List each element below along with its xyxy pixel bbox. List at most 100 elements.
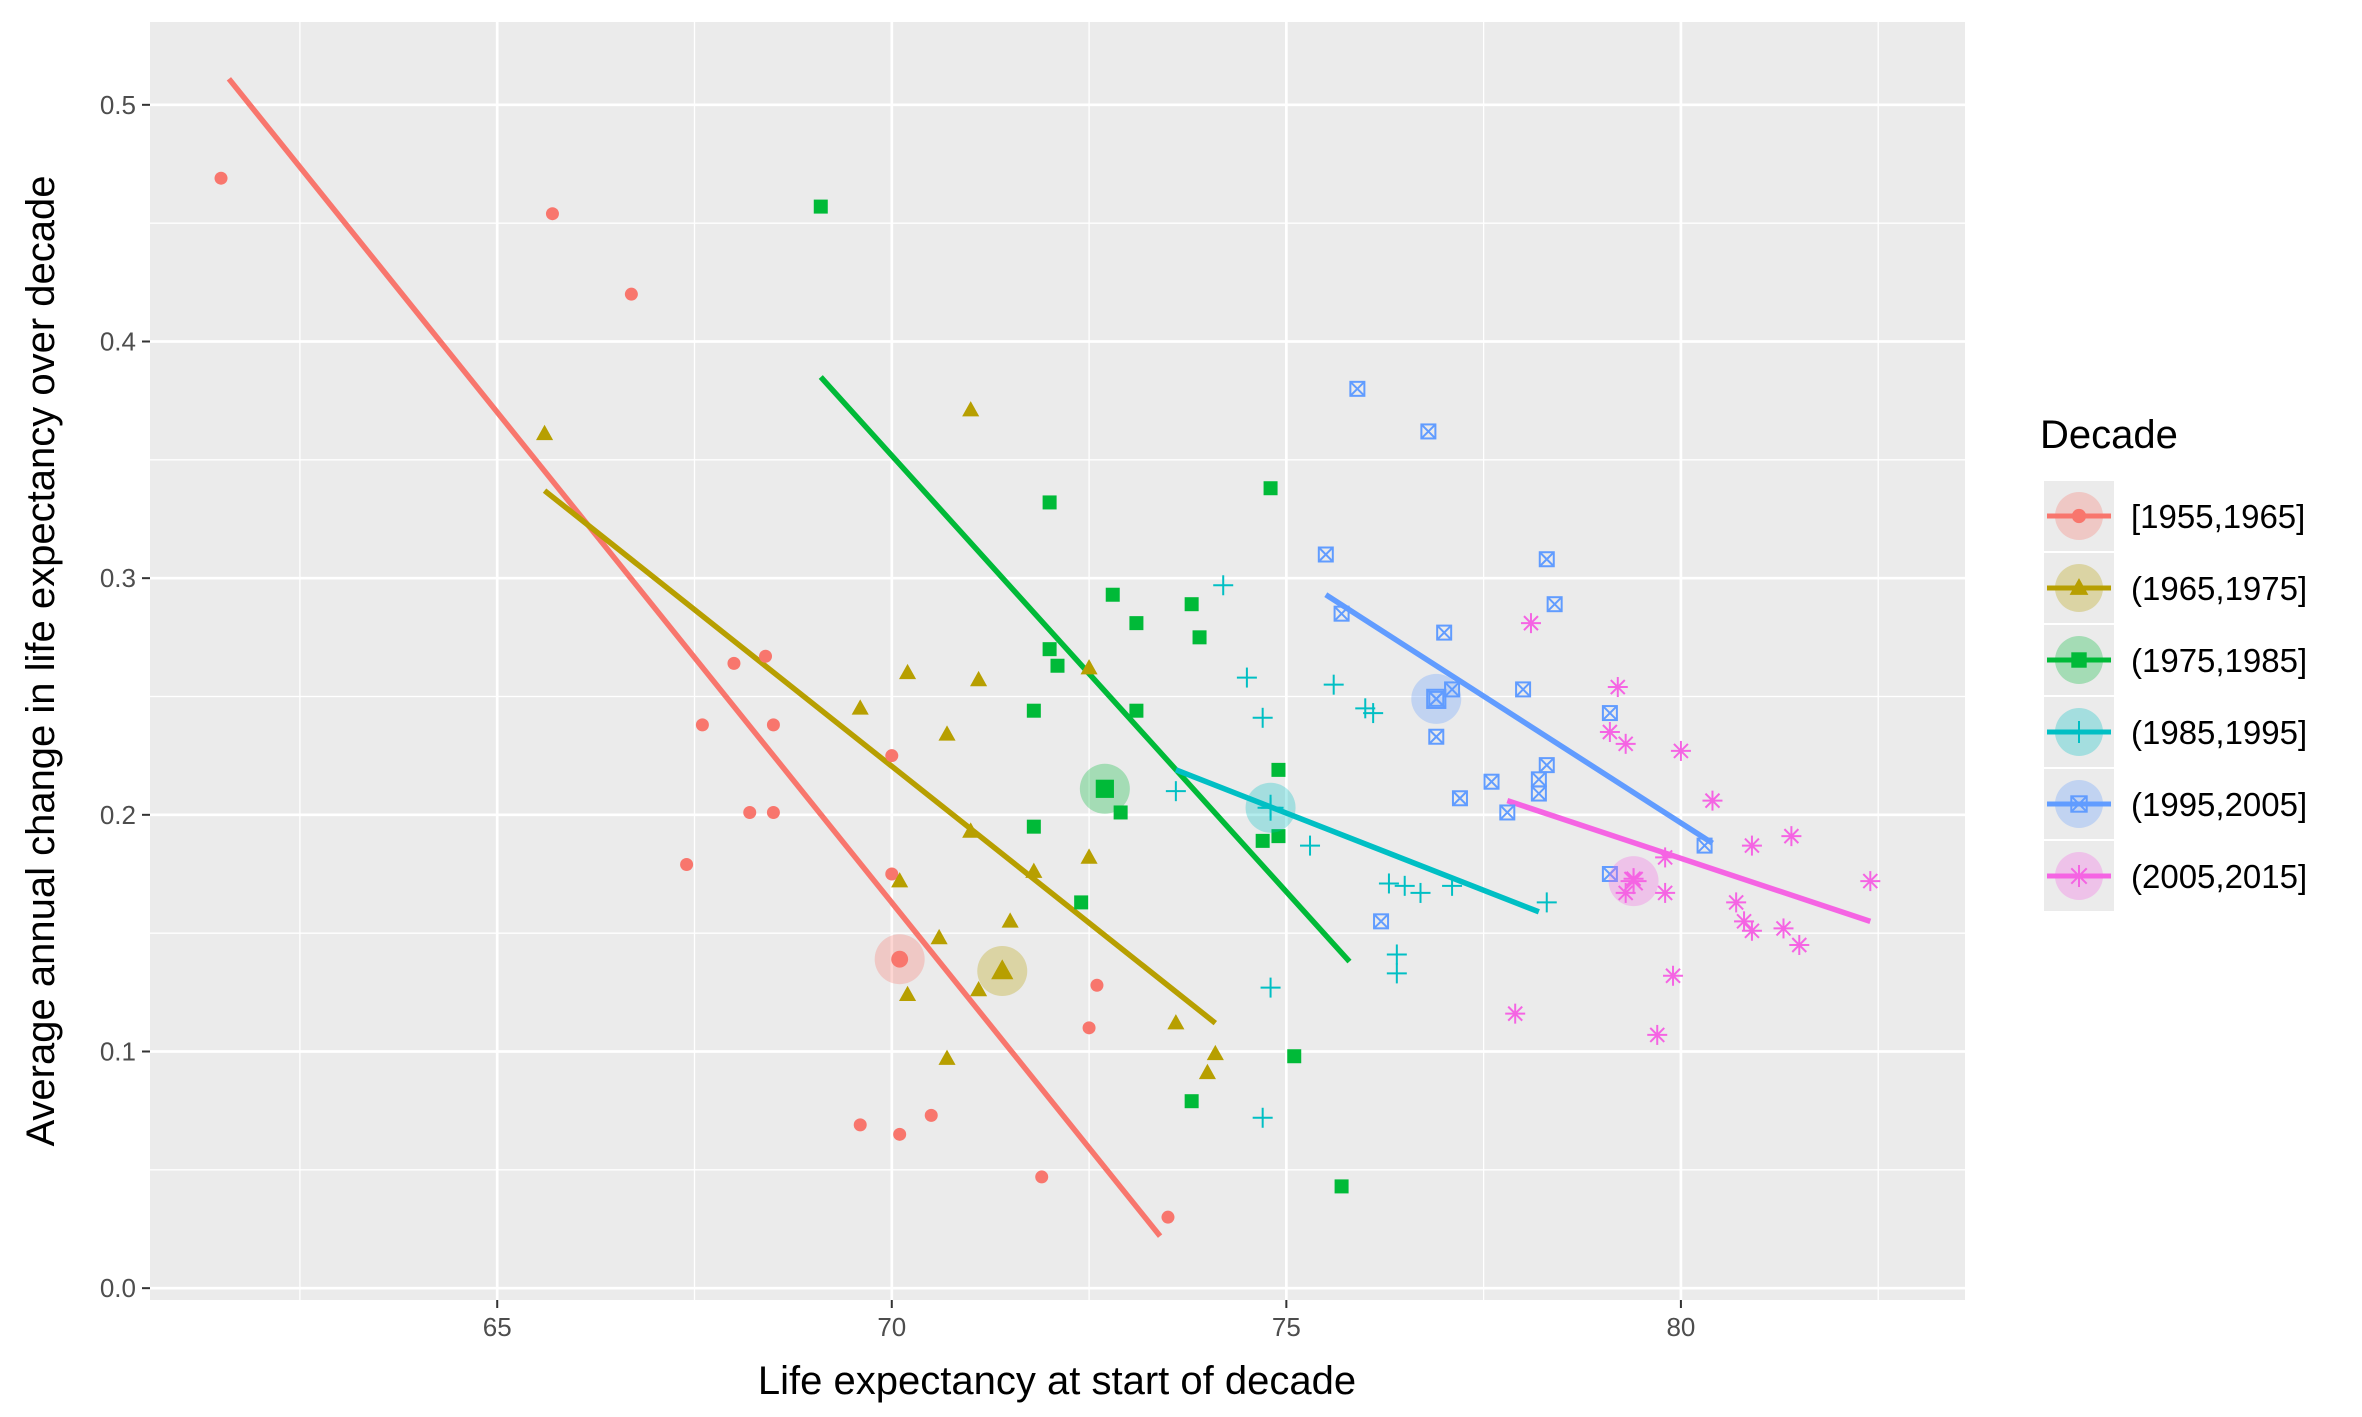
data-point [938, 1049, 956, 1065]
data-point [1349, 380, 1366, 397]
data-point [1074, 895, 1089, 910]
legend-item-3: (1985,1995] [2042, 695, 2307, 769]
data-point [1615, 733, 1636, 754]
data-point [962, 822, 980, 838]
data-point [1599, 722, 1620, 742]
data-point [1520, 613, 1541, 634]
mean-point [991, 959, 1014, 980]
data-point [1373, 913, 1390, 930]
legend-key-marker [2071, 508, 2087, 524]
data-point [766, 718, 780, 732]
y-tick-label: 0.1 [100, 1037, 136, 1067]
data-point [1670, 740, 1691, 761]
mean-marker-5 [1608, 856, 1659, 907]
data-point [1536, 892, 1557, 913]
data-point [1741, 835, 1762, 856]
legend-label: (1985,1995] [2131, 714, 2307, 751]
data-point [1042, 642, 1057, 657]
data-point [1113, 805, 1128, 820]
fit-line-3 [1174, 767, 1540, 915]
data-point [1184, 1094, 1199, 1109]
data-point [1647, 1024, 1668, 1045]
legend-key-marker [2068, 865, 2090, 887]
data-point [1080, 848, 1098, 864]
legend-key-marker [2070, 795, 2088, 813]
data-point [1483, 773, 1500, 790]
data-point [970, 670, 988, 687]
data-point [545, 207, 559, 221]
y-tick-label: 0.3 [100, 563, 136, 593]
data-point [924, 1108, 938, 1122]
fit-line-5 [1506, 798, 1872, 924]
data-point [1860, 871, 1881, 892]
legend-label: (2005,2015] [2131, 858, 2307, 895]
mean-point [1620, 868, 1647, 895]
data-point [1420, 423, 1437, 440]
data-point [1410, 882, 1431, 903]
data-point [1323, 674, 1344, 695]
data-point [1505, 1003, 1526, 1024]
data-point [1260, 977, 1281, 998]
mean-markers [874, 673, 1659, 997]
data-point [536, 424, 554, 441]
x-tick-label: 80 [1666, 1312, 1695, 1342]
data-point [1252, 1107, 1273, 1128]
data-point [1386, 944, 1407, 965]
data-point [1042, 495, 1057, 510]
data-point [1263, 481, 1278, 496]
data-point [1530, 785, 1547, 802]
data-point [899, 985, 917, 1001]
data-point [962, 401, 980, 417]
data-point [1026, 819, 1041, 834]
mean-marker-2 [1079, 763, 1130, 814]
legend-items: [1955,1965] (1965,1975] (1975,1985] (1985,1… [2042, 479, 2307, 913]
legend-item-0: [1955,1965] [2042, 479, 2305, 553]
data-point [680, 858, 694, 872]
x-tick-label: 65 [483, 1312, 512, 1342]
data-point [1035, 1170, 1049, 1184]
data-point [813, 199, 828, 214]
data-point [214, 171, 228, 185]
legend-label: (1965,1975] [2131, 570, 2307, 607]
data-point [1026, 703, 1041, 718]
data-point [1161, 1210, 1175, 1224]
fit-line-1 [542, 488, 1218, 1026]
x-tick-label: 70 [877, 1312, 906, 1342]
legend-key-marker [2071, 652, 2087, 668]
data-point [1451, 790, 1468, 807]
data-point [1213, 575, 1234, 596]
data-point [1025, 862, 1043, 878]
y-axis: 0.0 0.1 0.2 0.3 0.4 0.5 [100, 90, 150, 1303]
data-point [970, 980, 988, 997]
fit-lines [226, 77, 1872, 1238]
legend-item-1: (1965,1975] [2042, 551, 2307, 625]
y-axis-title: Average annual change in life expectancy… [19, 175, 63, 1146]
data-point [1394, 875, 1415, 896]
fit-line-0 [226, 77, 1163, 1238]
data-point [930, 928, 948, 945]
data-point [1333, 605, 1350, 622]
legend-item-5: (2005,2015] [2042, 839, 2307, 913]
data-point [891, 872, 909, 888]
data-point [1386, 963, 1407, 984]
data-point [1436, 624, 1453, 641]
data-point [1734, 911, 1755, 932]
data-point [1538, 551, 1555, 568]
data-point [759, 649, 773, 663]
legend-item-4: (1995,2005] [2042, 767, 2307, 841]
legend-label: (1995,2005] [2131, 786, 2307, 823]
legend-title: Decade [2040, 413, 2178, 457]
data-point [1252, 707, 1273, 728]
data-point [1080, 659, 1098, 675]
y-tick-label: 0.2 [100, 800, 136, 830]
data-point [1255, 833, 1270, 848]
mean-marker-3 [1245, 782, 1296, 833]
legend-key-marker [2069, 578, 2089, 595]
y-tick-label: 0.5 [100, 90, 136, 120]
data-point [1287, 1049, 1302, 1064]
data-point [1129, 616, 1144, 631]
data-point [938, 725, 956, 741]
legend: Decade [1955,1965] (1965,1975] (1975,1985]… [2040, 413, 2307, 913]
data-point [1206, 1044, 1224, 1061]
